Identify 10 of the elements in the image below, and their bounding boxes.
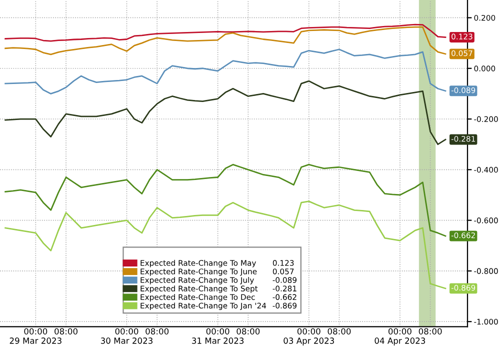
line-series	[4, 164, 446, 237]
x-tick-label: 08:00	[146, 328, 169, 334]
x-tick-label: 08:00	[328, 328, 351, 334]
x-tick-label: 08:00	[54, 328, 78, 334]
line-series	[4, 80, 446, 146]
line-series	[4, 48, 446, 94]
line-series	[4, 24, 446, 42]
line-series	[4, 26, 446, 56]
x-tick-label: 08:00	[236, 328, 260, 334]
x-tick-label: 08:00	[418, 328, 442, 334]
